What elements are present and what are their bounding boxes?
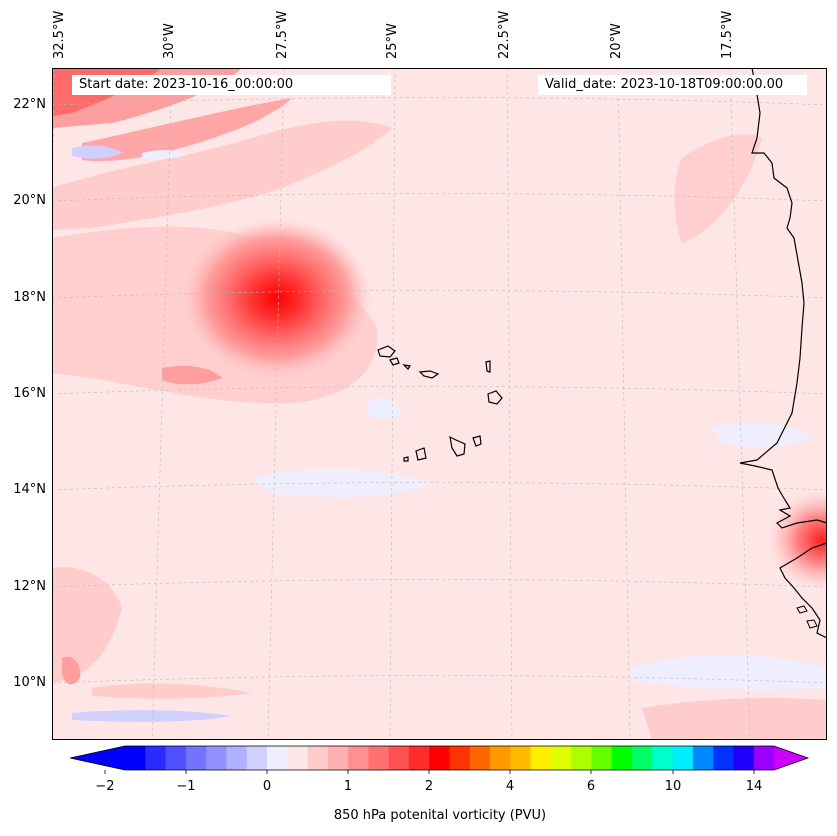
colorbar-swatch: [632, 746, 653, 770]
pv-contour-band: [674, 134, 762, 243]
lat-label-10n: 10°N: [13, 675, 46, 690]
colorbar-swatch: [510, 746, 532, 770]
pv-contour-band: [62, 656, 81, 685]
colorbar-extend-high: [774, 746, 808, 770]
pv-contour-band: [52, 567, 122, 683]
pv-contour-band: [642, 698, 827, 740]
pv-negative-patch: [712, 422, 812, 448]
colorbar-swatch: [753, 746, 775, 770]
lon-label-27-5w: 27.5°W: [275, 10, 290, 59]
lat-label-22n: 22°N: [13, 97, 46, 112]
colorbar-swatch: [449, 746, 471, 770]
colorbar-tick-label: 10: [664, 779, 682, 794]
pv-negative-patch: [367, 397, 402, 420]
colorbar-swatch: [672, 746, 694, 770]
pv-contour-band: [52, 120, 392, 230]
colorbar-label: 850 hPa potenital vorticity (PVU): [333, 808, 547, 823]
valid-date-label: Valid_date: 2023-10-18T09:00:00.00: [538, 75, 807, 95]
pv-map: [52, 68, 827, 740]
colorbar-swatch: [165, 746, 187, 770]
colorbar-swatch: [287, 746, 309, 770]
colorbar-swatch: [490, 746, 511, 770]
lon-label-17-5w: 17.5°W: [720, 10, 735, 59]
colorbar-tick-label: 14: [745, 779, 763, 794]
colorbar-swatch: [408, 746, 430, 770]
start-date-label: Start date: 2023-10-16_00:00:00: [72, 75, 391, 95]
colorbar-extend-low: [70, 746, 125, 770]
colorbar: [70, 745, 810, 774]
colorbar-swatch: [611, 746, 633, 770]
colorbar-swatch: [368, 746, 390, 770]
graticule: [52, 68, 827, 740]
colorbar-swatch: [185, 746, 207, 770]
lat-label-14n: 14°N: [13, 482, 46, 497]
pv-contour-band: [92, 683, 252, 699]
coastal-islets: [796, 605, 818, 629]
colorbar-tick-label: 1: [343, 779, 353, 794]
pv-maximum-coastal: [767, 490, 827, 590]
lat-label-16n: 16°N: [13, 386, 46, 401]
colorbar-swatch: [125, 746, 146, 770]
african-coastline: [739, 68, 827, 639]
lon-label-30w: 30°W: [162, 23, 177, 59]
colorbar-swatch: [307, 746, 329, 770]
pv-contour-band: [162, 366, 222, 385]
colorbar-swatch: [692, 746, 714, 770]
colorbar-swatch: [571, 746, 592, 770]
lon-label-22-5w: 22.5°W: [497, 10, 512, 59]
colorbar-swatch: [429, 746, 450, 770]
pv-contour-band: [82, 98, 292, 162]
colorbar-swatch: [713, 746, 734, 770]
pv-negative-patch: [142, 150, 187, 160]
cape-verde-islands: [377, 345, 503, 462]
colorbar-tick-label: −2: [95, 779, 115, 794]
colorbar-swatch: [246, 746, 268, 770]
colorbar-tick-label: −1: [176, 779, 196, 794]
colorbar-swatch: [388, 746, 410, 770]
lat-label-12n: 12°N: [13, 579, 46, 594]
colorbar-tick-label: 0: [262, 779, 272, 794]
colorbar-tick-label: 6: [586, 779, 596, 794]
colorbar-swatch: [469, 746, 491, 770]
colorbar-swatch: [226, 746, 248, 770]
lon-label-32-5w: 32.5°W: [52, 10, 67, 59]
lon-label-20w: 20°W: [609, 23, 624, 59]
colorbar-swatch: [733, 746, 755, 770]
lon-label-25w: 25°W: [385, 23, 400, 59]
pv-negative-patch: [72, 710, 232, 722]
pv-maximum-cyclone: [182, 218, 372, 378]
colorbar-swatch: [145, 746, 167, 770]
colorbar-tick-label: 4: [505, 779, 515, 794]
map-frame: [52, 68, 827, 740]
colorbar-swatch: [550, 746, 572, 770]
colorbar-swatch: [327, 746, 349, 770]
pv-negative-patch: [72, 145, 122, 159]
colorbar-tick-label: 2: [424, 779, 434, 794]
lat-label-20n: 20°N: [13, 193, 46, 208]
lat-label-18n: 18°N: [13, 290, 46, 305]
colorbar-swatch: [266, 746, 288, 770]
colorbar-swatch: [530, 746, 552, 770]
colorbar-swatch: [591, 746, 613, 770]
colorbar-swatch: [206, 746, 227, 770]
colorbar-swatch: [652, 746, 674, 770]
colorbar-swatch: [348, 746, 369, 770]
colorbar-outline: [70, 745, 810, 771]
